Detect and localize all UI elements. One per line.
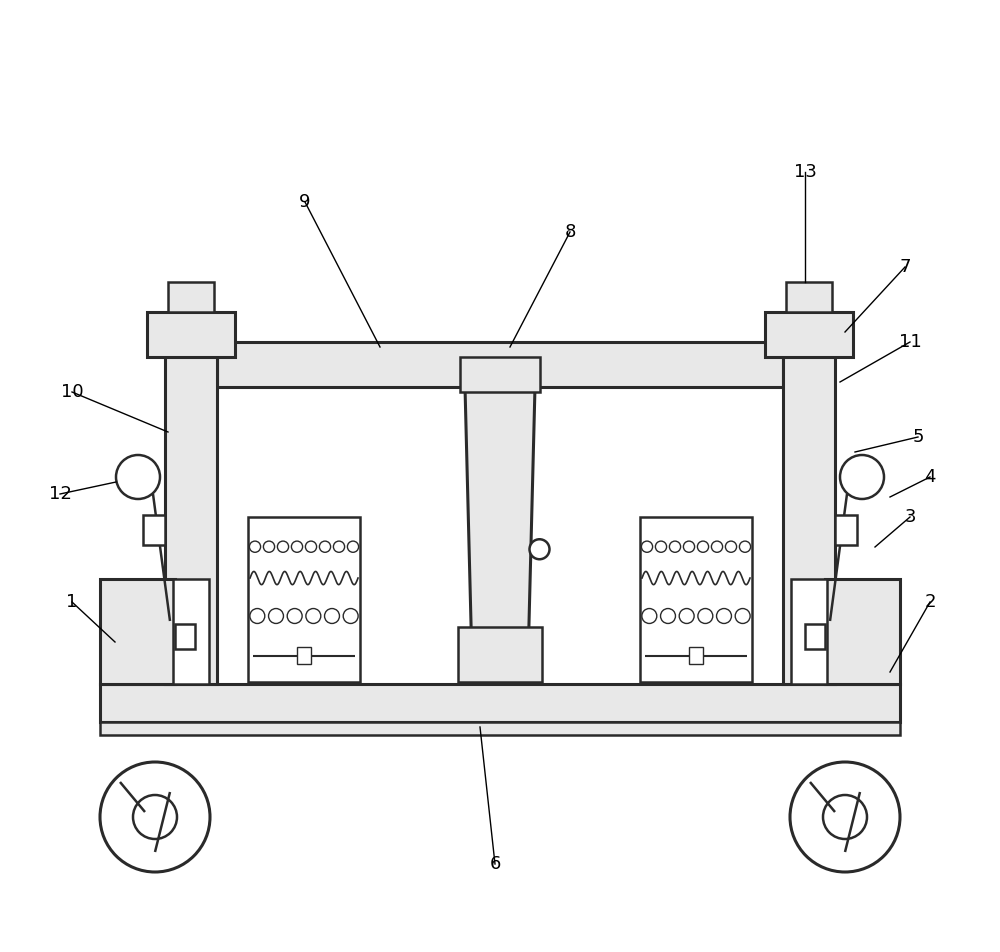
Bar	[217, 342, 783, 387]
Bar	[458, 627, 542, 682]
Text: 5: 5	[912, 428, 924, 446]
Bar	[100, 722, 900, 735]
Bar	[168, 282, 214, 312]
Bar	[783, 352, 835, 684]
Circle shape	[840, 455, 884, 499]
Circle shape	[642, 608, 657, 624]
Bar	[835, 515, 857, 545]
Circle shape	[100, 762, 210, 872]
Circle shape	[725, 541, 737, 552]
Bar	[147, 312, 235, 357]
Circle shape	[305, 541, 317, 552]
Circle shape	[291, 541, 303, 552]
Circle shape	[133, 795, 177, 839]
Circle shape	[249, 541, 261, 552]
Circle shape	[698, 608, 713, 624]
Circle shape	[679, 608, 694, 624]
Circle shape	[343, 608, 358, 624]
Circle shape	[739, 541, 751, 552]
Circle shape	[669, 541, 681, 552]
Bar	[825, 579, 900, 684]
Circle shape	[287, 608, 302, 624]
Circle shape	[116, 455, 160, 499]
Bar	[165, 352, 217, 684]
Bar	[689, 647, 703, 664]
Bar	[805, 624, 825, 649]
Text: 3: 3	[904, 508, 916, 526]
Bar	[173, 579, 209, 684]
Bar	[460, 357, 540, 392]
Text: 2: 2	[924, 593, 936, 611]
Bar	[175, 624, 195, 649]
Text: 13: 13	[794, 163, 816, 181]
Circle shape	[269, 608, 283, 624]
Bar	[786, 282, 832, 312]
Bar	[100, 579, 175, 684]
Circle shape	[735, 608, 750, 624]
Circle shape	[717, 608, 731, 624]
Circle shape	[697, 541, 709, 552]
Circle shape	[347, 541, 359, 552]
Circle shape	[306, 608, 321, 624]
Text: 9: 9	[299, 193, 311, 211]
Text: 4: 4	[924, 468, 936, 486]
Polygon shape	[465, 387, 535, 682]
Circle shape	[711, 541, 723, 552]
Text: 7: 7	[899, 258, 911, 276]
Text: 12: 12	[49, 485, 71, 503]
Bar	[143, 515, 165, 545]
Bar	[640, 517, 752, 682]
Bar	[765, 312, 853, 357]
Circle shape	[250, 608, 265, 624]
Text: 8: 8	[564, 223, 576, 241]
Circle shape	[263, 541, 275, 552]
Text: 11: 11	[899, 333, 921, 351]
Circle shape	[655, 541, 667, 552]
Circle shape	[325, 608, 339, 624]
Circle shape	[333, 541, 345, 552]
Circle shape	[530, 539, 550, 559]
Bar	[248, 517, 360, 682]
Text: 10: 10	[61, 383, 83, 401]
Bar	[100, 684, 900, 722]
Bar	[297, 647, 311, 664]
Circle shape	[319, 541, 331, 552]
Circle shape	[683, 541, 695, 552]
Text: 6: 6	[489, 855, 501, 873]
Circle shape	[641, 541, 653, 552]
Bar	[791, 579, 827, 684]
Circle shape	[661, 608, 675, 624]
Circle shape	[277, 541, 289, 552]
Circle shape	[790, 762, 900, 872]
Text: 1: 1	[66, 593, 78, 611]
Circle shape	[823, 795, 867, 839]
